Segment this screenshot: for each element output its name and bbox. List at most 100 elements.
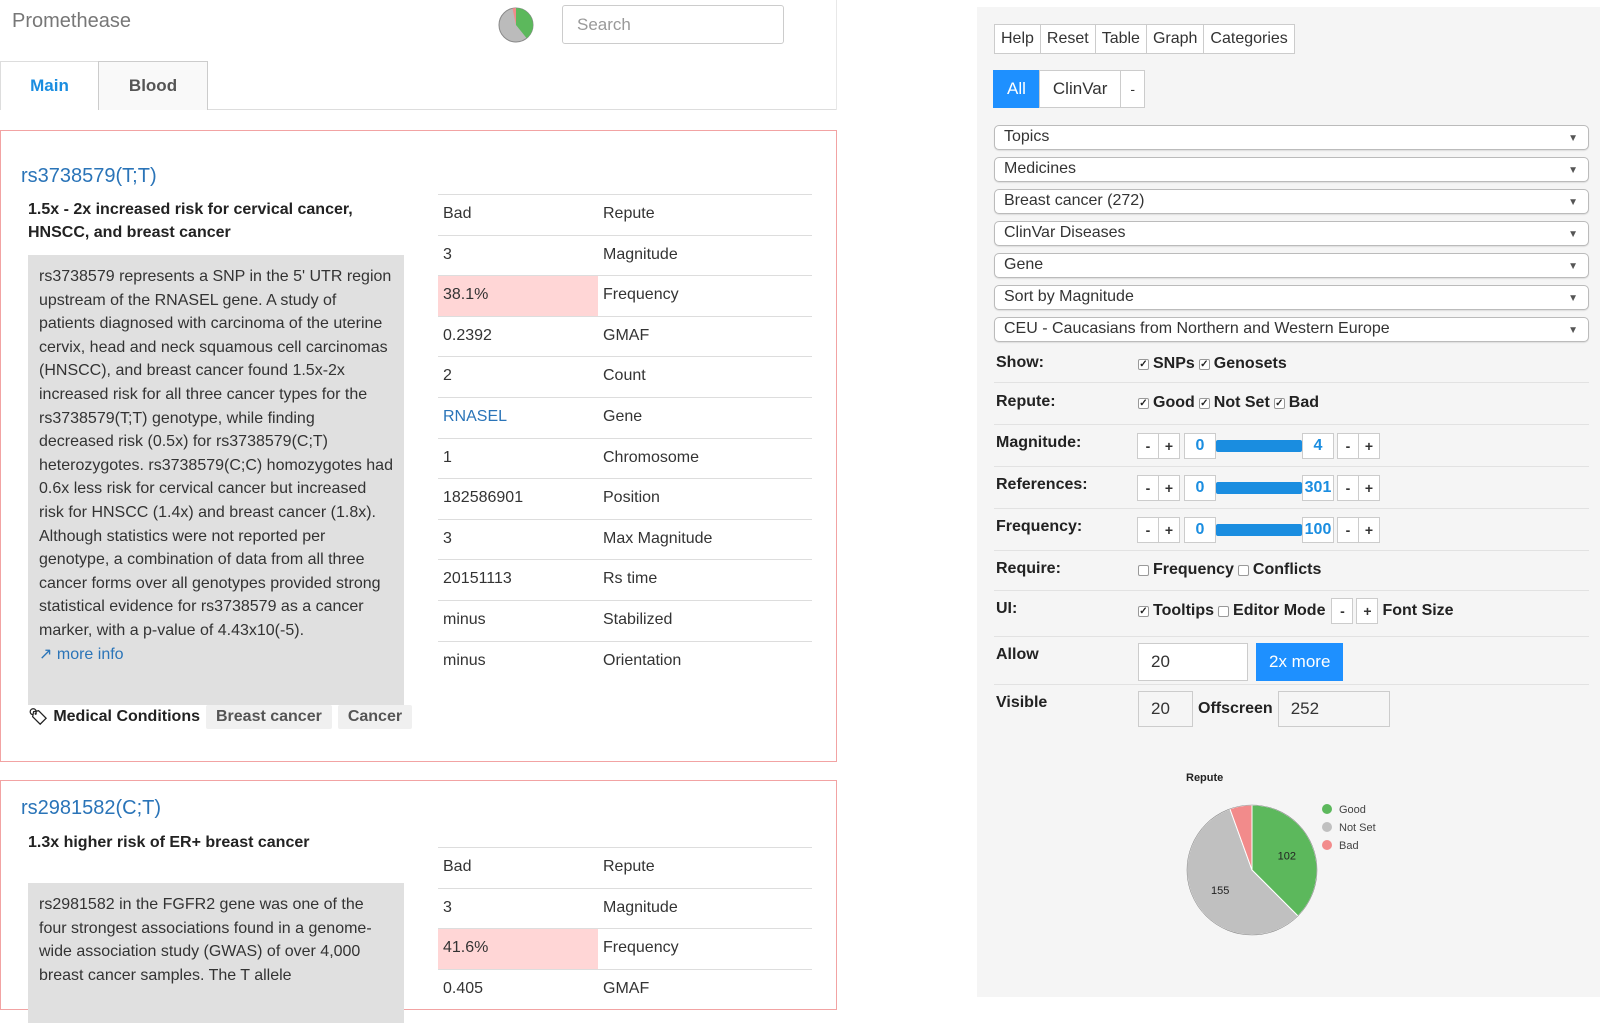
references-max-increment-button[interactable]: + (1358, 475, 1380, 501)
magnitude-min-value[interactable]: 0 (1184, 433, 1216, 459)
snps-checkbox[interactable]: ✓ (1138, 358, 1149, 370)
filter-all-button[interactable]: All (993, 70, 1040, 108)
property-row: 2 Count (438, 356, 812, 397)
medicines-select[interactable]: Medicines ▼ (994, 157, 1589, 182)
repute-options: ✓ Good ✓ Not Set ✓ Bad (1138, 394, 1319, 412)
require-conflicts-checkbox[interactable] (1237, 564, 1249, 576)
frequency-min-increment-button[interactable]: + (1158, 517, 1180, 543)
snp-title-link[interactable]: rs3738579(T;T) (21, 165, 157, 187)
repute-label: Repute: (996, 393, 1056, 410)
property-value: 20151113 (443, 570, 512, 588)
dropdown-arrow-icon: ▼ (1568, 293, 1578, 304)
references-min-decrement-button[interactable]: - (1137, 475, 1159, 501)
property-key: Chromosome (603, 448, 700, 466)
property-key: Magnitude (603, 898, 678, 916)
filter-dropdown-button[interactable]: - (1120, 70, 1146, 108)
tag-cancer[interactable]: Cancer (337, 705, 413, 729)
legend-label[interactable]: Not Set (1339, 822, 1376, 834)
property-key: Rs time (603, 570, 658, 588)
good-checkbox[interactable]: ✓ (1138, 397, 1149, 409)
references-row: References: - + 0 301 - + (994, 467, 1589, 509)
categories-button[interactable]: Categories (1203, 24, 1295, 54)
allow-controls: 20 2x more (1138, 643, 1344, 681)
graph-button[interactable]: Graph (1145, 24, 1205, 54)
property-value: minus (443, 610, 486, 628)
magnitude-max-value[interactable]: 4 (1302, 433, 1334, 459)
tab-blood[interactable]: Blood (98, 61, 208, 110)
property-row: 1 Chromosome (438, 437, 812, 479)
mini-pie-chart-icon[interactable] (498, 7, 534, 43)
brand-logo[interactable]: Promethease (12, 10, 131, 32)
show-row: Show: ✓ SNPs ✓ Genosets (994, 346, 1589, 383)
population-select[interactable]: CEU - Caucasians from Northern and Weste… (994, 317, 1589, 342)
magnitude-min-decrement-button[interactable]: - (1137, 433, 1159, 459)
property-row: Bad Repute (438, 194, 812, 235)
search-input[interactable] (562, 5, 784, 44)
magnitude-min-increment-button[interactable]: + (1158, 433, 1180, 459)
tooltips-checkbox[interactable]: ✓ (1138, 605, 1149, 617)
tag-breast-cancer[interactable]: Breast cancer (205, 705, 332, 729)
topics-select[interactable]: Topics ▼ (994, 125, 1589, 150)
gene-select[interactable]: Gene ▼ (994, 253, 1589, 278)
legend-label[interactable]: Good (1339, 804, 1366, 816)
2x-more-button[interactable]: 2x more (1256, 643, 1344, 681)
magnitude-max-increment-button[interactable]: + (1358, 433, 1380, 459)
dropdown-arrow-icon: ▼ (1568, 133, 1578, 144)
property-value[interactable]: RNASEL (443, 407, 508, 425)
references-range: - + 0 301 - + (1137, 475, 1380, 501)
frequency-min-decrement-button[interactable]: - (1137, 517, 1159, 543)
frequency-min-value[interactable]: 0 (1184, 517, 1216, 543)
frequency-max-value[interactable]: 100 (1302, 517, 1334, 543)
property-key: Orientation (603, 651, 682, 669)
chart-title: Repute (1186, 772, 1223, 784)
magnitude-slider[interactable] (1216, 440, 1302, 452)
references-min-increment-button[interactable]: + (1158, 475, 1180, 501)
visible-label: Visible (996, 694, 1048, 711)
medicines-select-value: Medicines (1004, 160, 1077, 177)
snp-title-link[interactable]: rs2981582(C;T) (21, 797, 162, 819)
genosets-checkbox[interactable]: ✓ (1198, 358, 1210, 370)
magnitude-max-decrement-button[interactable]: - (1337, 433, 1359, 459)
property-value: 2 (443, 367, 452, 385)
property-row: Bad Repute (438, 847, 812, 888)
references-max-decrement-button[interactable]: - (1337, 475, 1359, 501)
editor-mode-checkbox[interactable] (1218, 605, 1230, 617)
not-set-checkbox[interactable]: ✓ (1198, 397, 1210, 409)
bad-checkbox[interactable]: ✓ (1273, 397, 1285, 409)
legend-label[interactable]: Bad (1339, 840, 1359, 852)
condition-select[interactable]: Breast cancer (272) ▼ (994, 189, 1589, 214)
filter-segment: All ClinVar - (993, 70, 1146, 108)
property-key: Repute (603, 205, 655, 222)
reset-button[interactable]: Reset (1039, 24, 1096, 54)
font-size-label: Font Size (1382, 602, 1454, 619)
clinvar-diseases-select[interactable]: ClinVar Diseases ▼ (994, 221, 1589, 246)
tooltips-label: Tooltips (1153, 602, 1215, 619)
snp-description-text: rs3738579 represents a SNP in the 5' UTR… (39, 268, 393, 639)
more-info-link[interactable]: ↗ more info (39, 643, 393, 667)
property-value: Bad (443, 205, 472, 222)
references-min-value[interactable]: 0 (1184, 475, 1216, 501)
good-label: Good (1153, 394, 1195, 411)
references-max-value[interactable]: 301 (1302, 475, 1334, 501)
property-value: 3 (443, 529, 452, 547)
font-size-increase-button[interactable]: + (1356, 598, 1379, 624)
repute-pie-chart: Repute 102 155 Good Not Set Bad (1186, 772, 1376, 936)
table-button[interactable]: Table (1094, 24, 1147, 54)
allow-count-input[interactable]: 20 (1138, 643, 1248, 681)
filter-clinvar-button[interactable]: ClinVar (1038, 70, 1122, 108)
offscreen-label: Offscreen (1198, 700, 1273, 717)
topics-select-value: Topics (1004, 128, 1050, 145)
property-key: Repute (603, 858, 655, 875)
require-frequency-checkbox[interactable] (1138, 564, 1149, 576)
sort-select[interactable]: Sort by Magnitude ▼ (994, 285, 1589, 310)
help-button[interactable]: Help (994, 24, 1041, 54)
snp-description-text: rs2981582 in the FGFR2 gene was one of t… (39, 896, 372, 984)
tab-main[interactable]: Main (0, 61, 99, 110)
property-row: 3 Magnitude (438, 887, 812, 929)
references-slider[interactable] (1216, 482, 1302, 494)
frequency-max-increment-button[interactable]: + (1358, 517, 1380, 543)
frequency-max-decrement-button[interactable]: - (1337, 517, 1359, 543)
sort-select-value: Sort by Magnitude (1004, 288, 1134, 305)
font-size-decrease-button[interactable]: - (1331, 598, 1354, 624)
frequency-slider[interactable] (1216, 524, 1302, 536)
